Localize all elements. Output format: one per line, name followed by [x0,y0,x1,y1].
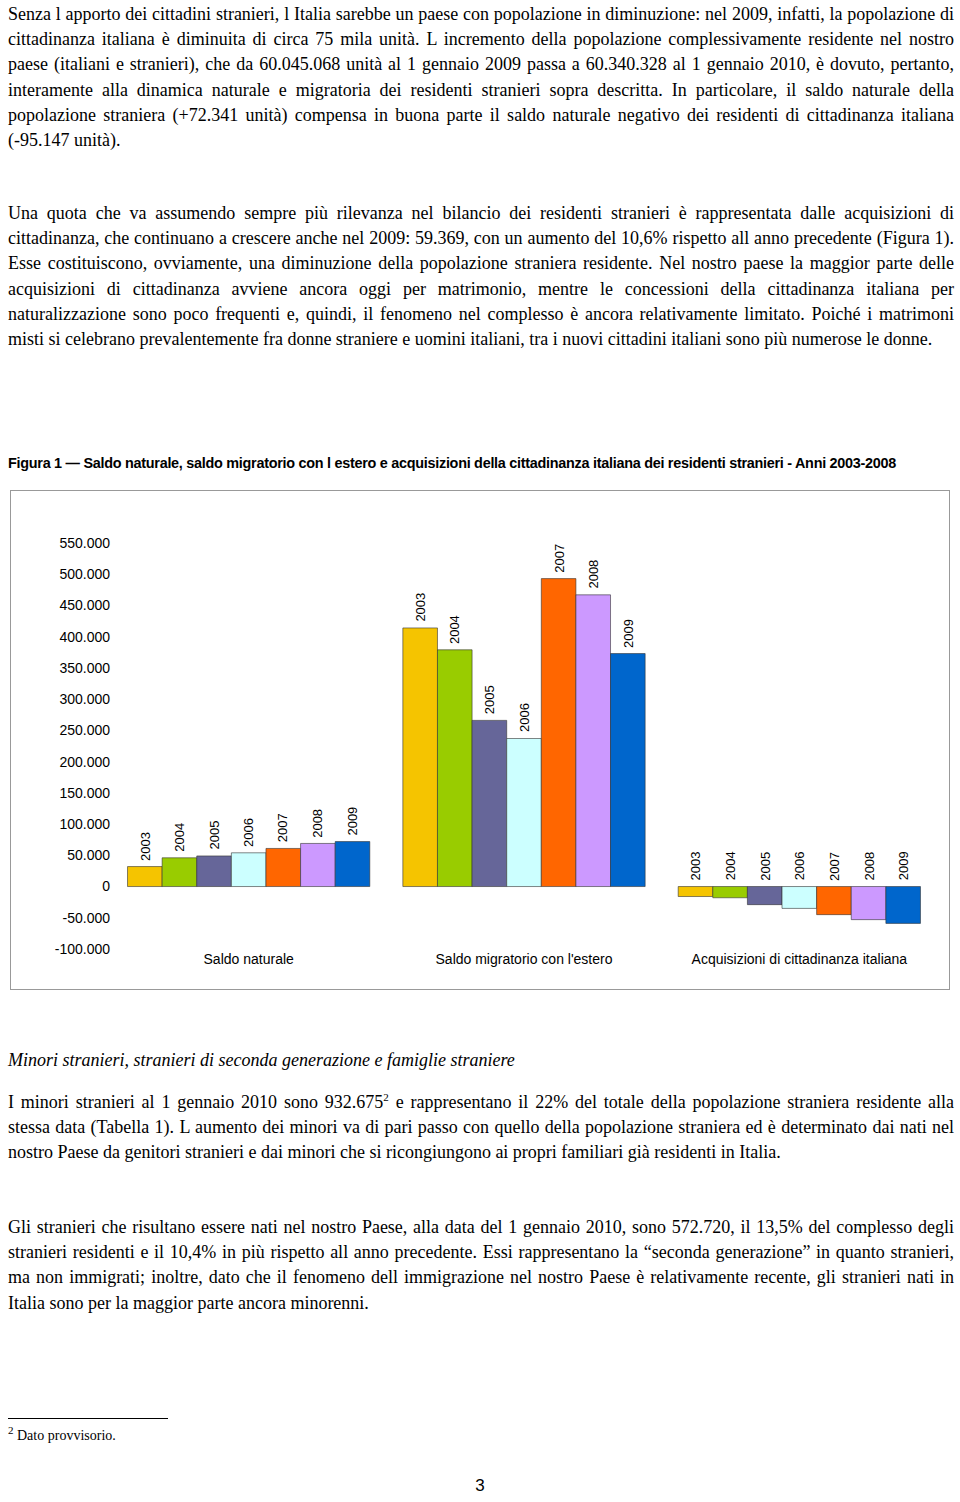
svg-text:2005: 2005 [207,821,222,850]
svg-text:100.000: 100.000 [59,816,110,832]
html-text:I minori stranieri al 1 gennai: I minori stranieri al 1 gennaio 2010 son… [8,1092,384,1112]
svg-text:500.000: 500.000 [59,566,110,582]
svg-text:2004: 2004 [723,851,738,880]
svg-text:Saldo naturale: Saldo naturale [204,951,295,967]
html-text:2e rappresentano il 22% del to: 2e rappresentano il 22% del totale della… [8,1091,954,1163]
svg-text:2008: 2008 [586,560,601,589]
svg-text:2003: 2003 [688,852,703,881]
svg-text:2004: 2004 [447,615,462,644]
svg-text:2005: 2005 [758,852,773,881]
html-text:2Dato provvisorio.: 2Dato provvisorio. [8,1424,116,1443]
svg-text:2007: 2007 [552,544,567,573]
svg-text:2003: 2003 [138,832,153,861]
svg-text:50.000: 50.000 [67,847,110,863]
svg-text:2009: 2009 [896,851,911,880]
svg-text:300.000: 300.000 [59,691,110,707]
svg-text:2006: 2006 [517,703,532,732]
svg-text:2004: 2004 [172,823,187,852]
svg-text:2009: 2009 [621,619,636,648]
svg-text:-100.000: -100.000 [55,941,110,957]
svg-text:Saldo migratorio con l'estero: Saldo migratorio con l'estero [436,951,613,967]
svg-text:400.000: 400.000 [59,629,110,645]
svg-text:2008: 2008 [862,852,877,881]
svg-text:250.000: 250.000 [59,722,110,738]
svg-text:150.000: 150.000 [59,785,110,801]
svg-text:200.000: 200.000 [59,754,110,770]
html-text:Gli stranieri che risultano es: Gli stranieri che risultano essere nati … [8,1217,954,1313]
html-text:Minori stranieri, stranieri di: Minori stranieri, stranieri di seconda g… [8,1050,515,1070]
svg-text:450.000: 450.000 [59,597,110,613]
svg-text:-50.000: -50.000 [63,910,111,926]
svg-text:2006: 2006 [241,818,256,847]
svg-text:550.000: 550.000 [59,535,110,551]
svg-text:2007: 2007 [827,852,842,881]
svg-text:2007: 2007 [275,813,290,842]
svg-text:Acquisizioni di cittadinanza i: Acquisizioni di cittadinanza italiana [692,951,908,967]
html-text:Senza l apporto dei cittadini: Senza l apporto dei cittadini stranieri,… [8,4,954,150]
svg-text:2009: 2009 [345,807,360,836]
svg-text:2003: 2003 [413,593,428,622]
svg-text:350.000: 350.000 [59,660,110,676]
svg-text:2005: 2005 [482,685,497,714]
svg-text:0: 0 [102,878,110,894]
html-text:3: 3 [475,1476,485,1495]
html-text:Figura 1 — Saldo naturale, sal: Figura 1 — Saldo naturale, saldo migrato… [8,454,896,471]
svg-text:2006: 2006 [792,851,807,880]
html-text:Una quota che va assumendo sem: Una quota che va assumendo sempre più ri… [8,203,954,349]
svg-text:2008: 2008 [310,809,325,838]
